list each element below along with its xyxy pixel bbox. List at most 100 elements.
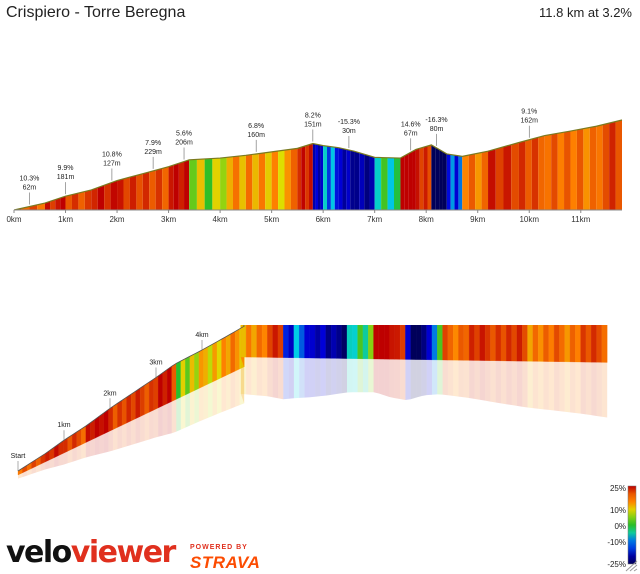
profile3d-wall (548, 325, 555, 362)
annotation-length: 67m (404, 130, 418, 137)
profile-segment (475, 152, 482, 210)
profile3d-reflection (373, 358, 379, 394)
profile3d-reflection (235, 368, 240, 407)
resize-handle-icon[interactable] (624, 560, 638, 572)
profile-outline (13, 119, 623, 211)
profile3d-reflection (543, 361, 549, 410)
profile-segment (531, 137, 539, 210)
annotation-length: 30m (342, 128, 356, 135)
profile-segment (178, 161, 185, 210)
x-tick-label: 11km (571, 215, 590, 224)
profile3d-reflection (240, 357, 247, 395)
profile-segment (155, 168, 163, 210)
climb-annotation: -16.3% 80m (425, 117, 448, 146)
profile-segment (297, 147, 302, 210)
profile-segment (239, 155, 246, 210)
climb-annotation: 10.3% 62m (20, 176, 40, 205)
profile3d-wall (378, 325, 385, 360)
profile3d-reflection (162, 403, 168, 436)
profile3d-reflection (203, 384, 208, 420)
profile3d-wall (267, 325, 273, 358)
profile3d-wall (442, 325, 449, 361)
profile3d-reflection (437, 359, 443, 395)
profile3d-walls (17, 325, 608, 479)
profile3d-reflection (112, 427, 118, 451)
annotation-grade: 7.9% (145, 140, 161, 147)
profile3d-wall (346, 325, 353, 359)
profile3d-wall (437, 325, 443, 361)
profile3d-wall (384, 325, 390, 360)
profile3d-wall (230, 331, 236, 374)
profile3d-reflection (304, 357, 310, 398)
profile-segment (84, 189, 92, 210)
profile-segment (189, 159, 197, 210)
profile-segment (312, 143, 316, 210)
profile3d-reflection (45, 459, 50, 470)
profile3d-wall (500, 325, 507, 362)
elevation-profile-2d: 0km 1km 2km 3km 4km 5km 6km 7km 8km 9km 10km 11km 10… (6, 109, 623, 224)
profile3d-wall (474, 325, 480, 361)
profile-segment (290, 148, 298, 210)
profile3d-wall (261, 325, 268, 358)
profile-segment (55, 197, 61, 210)
profile-segment (419, 147, 424, 210)
profile-segment (454, 155, 459, 210)
climb-annotation: 14.6% 67m (401, 121, 421, 151)
profile3d-reflection (421, 359, 427, 397)
climb-annotation: -15.3% 30m (338, 119, 360, 148)
profile3d-reflection (251, 357, 257, 396)
profile-segment (609, 121, 616, 210)
x-tick-label: 8km (419, 215, 434, 224)
profile3d-reflection (368, 358, 374, 393)
profile-segment (50, 199, 56, 210)
profile3d-wall (103, 409, 109, 435)
profile3d-reflection (309, 358, 316, 398)
profile3d-reflection (378, 359, 385, 396)
profile-segment (330, 146, 335, 210)
profile3d-wall (158, 372, 163, 409)
profile3d-wall (108, 406, 114, 432)
profile3d-reflection (293, 357, 300, 399)
profile3d-wall (458, 325, 464, 361)
profile3d-wall (357, 325, 364, 359)
x-tick-label: 7km (367, 215, 382, 224)
profile3d-reflection (384, 359, 390, 397)
profile3d-wall (153, 375, 159, 411)
profile-segment (104, 182, 111, 210)
profile3d-reflection (194, 388, 199, 424)
profile-segment (320, 145, 324, 210)
profile-segment (71, 193, 79, 210)
profile-segment (551, 133, 558, 210)
climb-annotation: 6.8% 160m (247, 123, 265, 152)
profile3d-reflection (469, 360, 475, 399)
profile-segment (220, 157, 227, 210)
profile3d-reflection (347, 358, 353, 393)
profile-segment (184, 159, 190, 210)
profile3d-reflection (262, 357, 268, 397)
profile-segment (91, 187, 98, 210)
profile-segment (305, 144, 309, 210)
annotation-length: 229m (144, 149, 162, 156)
profile3d-wall (277, 325, 284, 358)
profile-segment (415, 148, 420, 210)
profile-segment (462, 155, 469, 210)
profile3d-wall (320, 325, 326, 359)
annotation-grade: 10.3% (20, 176, 40, 183)
profile3d-reflection (277, 357, 284, 400)
profile3d-reflection (442, 360, 448, 396)
profile3d-wall (490, 325, 496, 361)
profile3d-reflection (18, 472, 23, 479)
profile3d-reflection (538, 361, 544, 410)
profile3d-reflection (548, 361, 555, 411)
profile3d-wall (532, 325, 539, 362)
legend-label: -10% (607, 538, 626, 547)
profile3d-reflection (81, 442, 86, 459)
profile3d-tick-label: 1km (57, 422, 70, 429)
profile3d-reflection (240, 357, 245, 404)
profile-segment (544, 134, 552, 210)
profile3d-wall (288, 325, 295, 358)
profile3d-reflection (522, 361, 528, 408)
profile3d-reflection (416, 359, 422, 398)
profile-segment (435, 147, 440, 210)
profile3d-reflection (185, 392, 190, 428)
